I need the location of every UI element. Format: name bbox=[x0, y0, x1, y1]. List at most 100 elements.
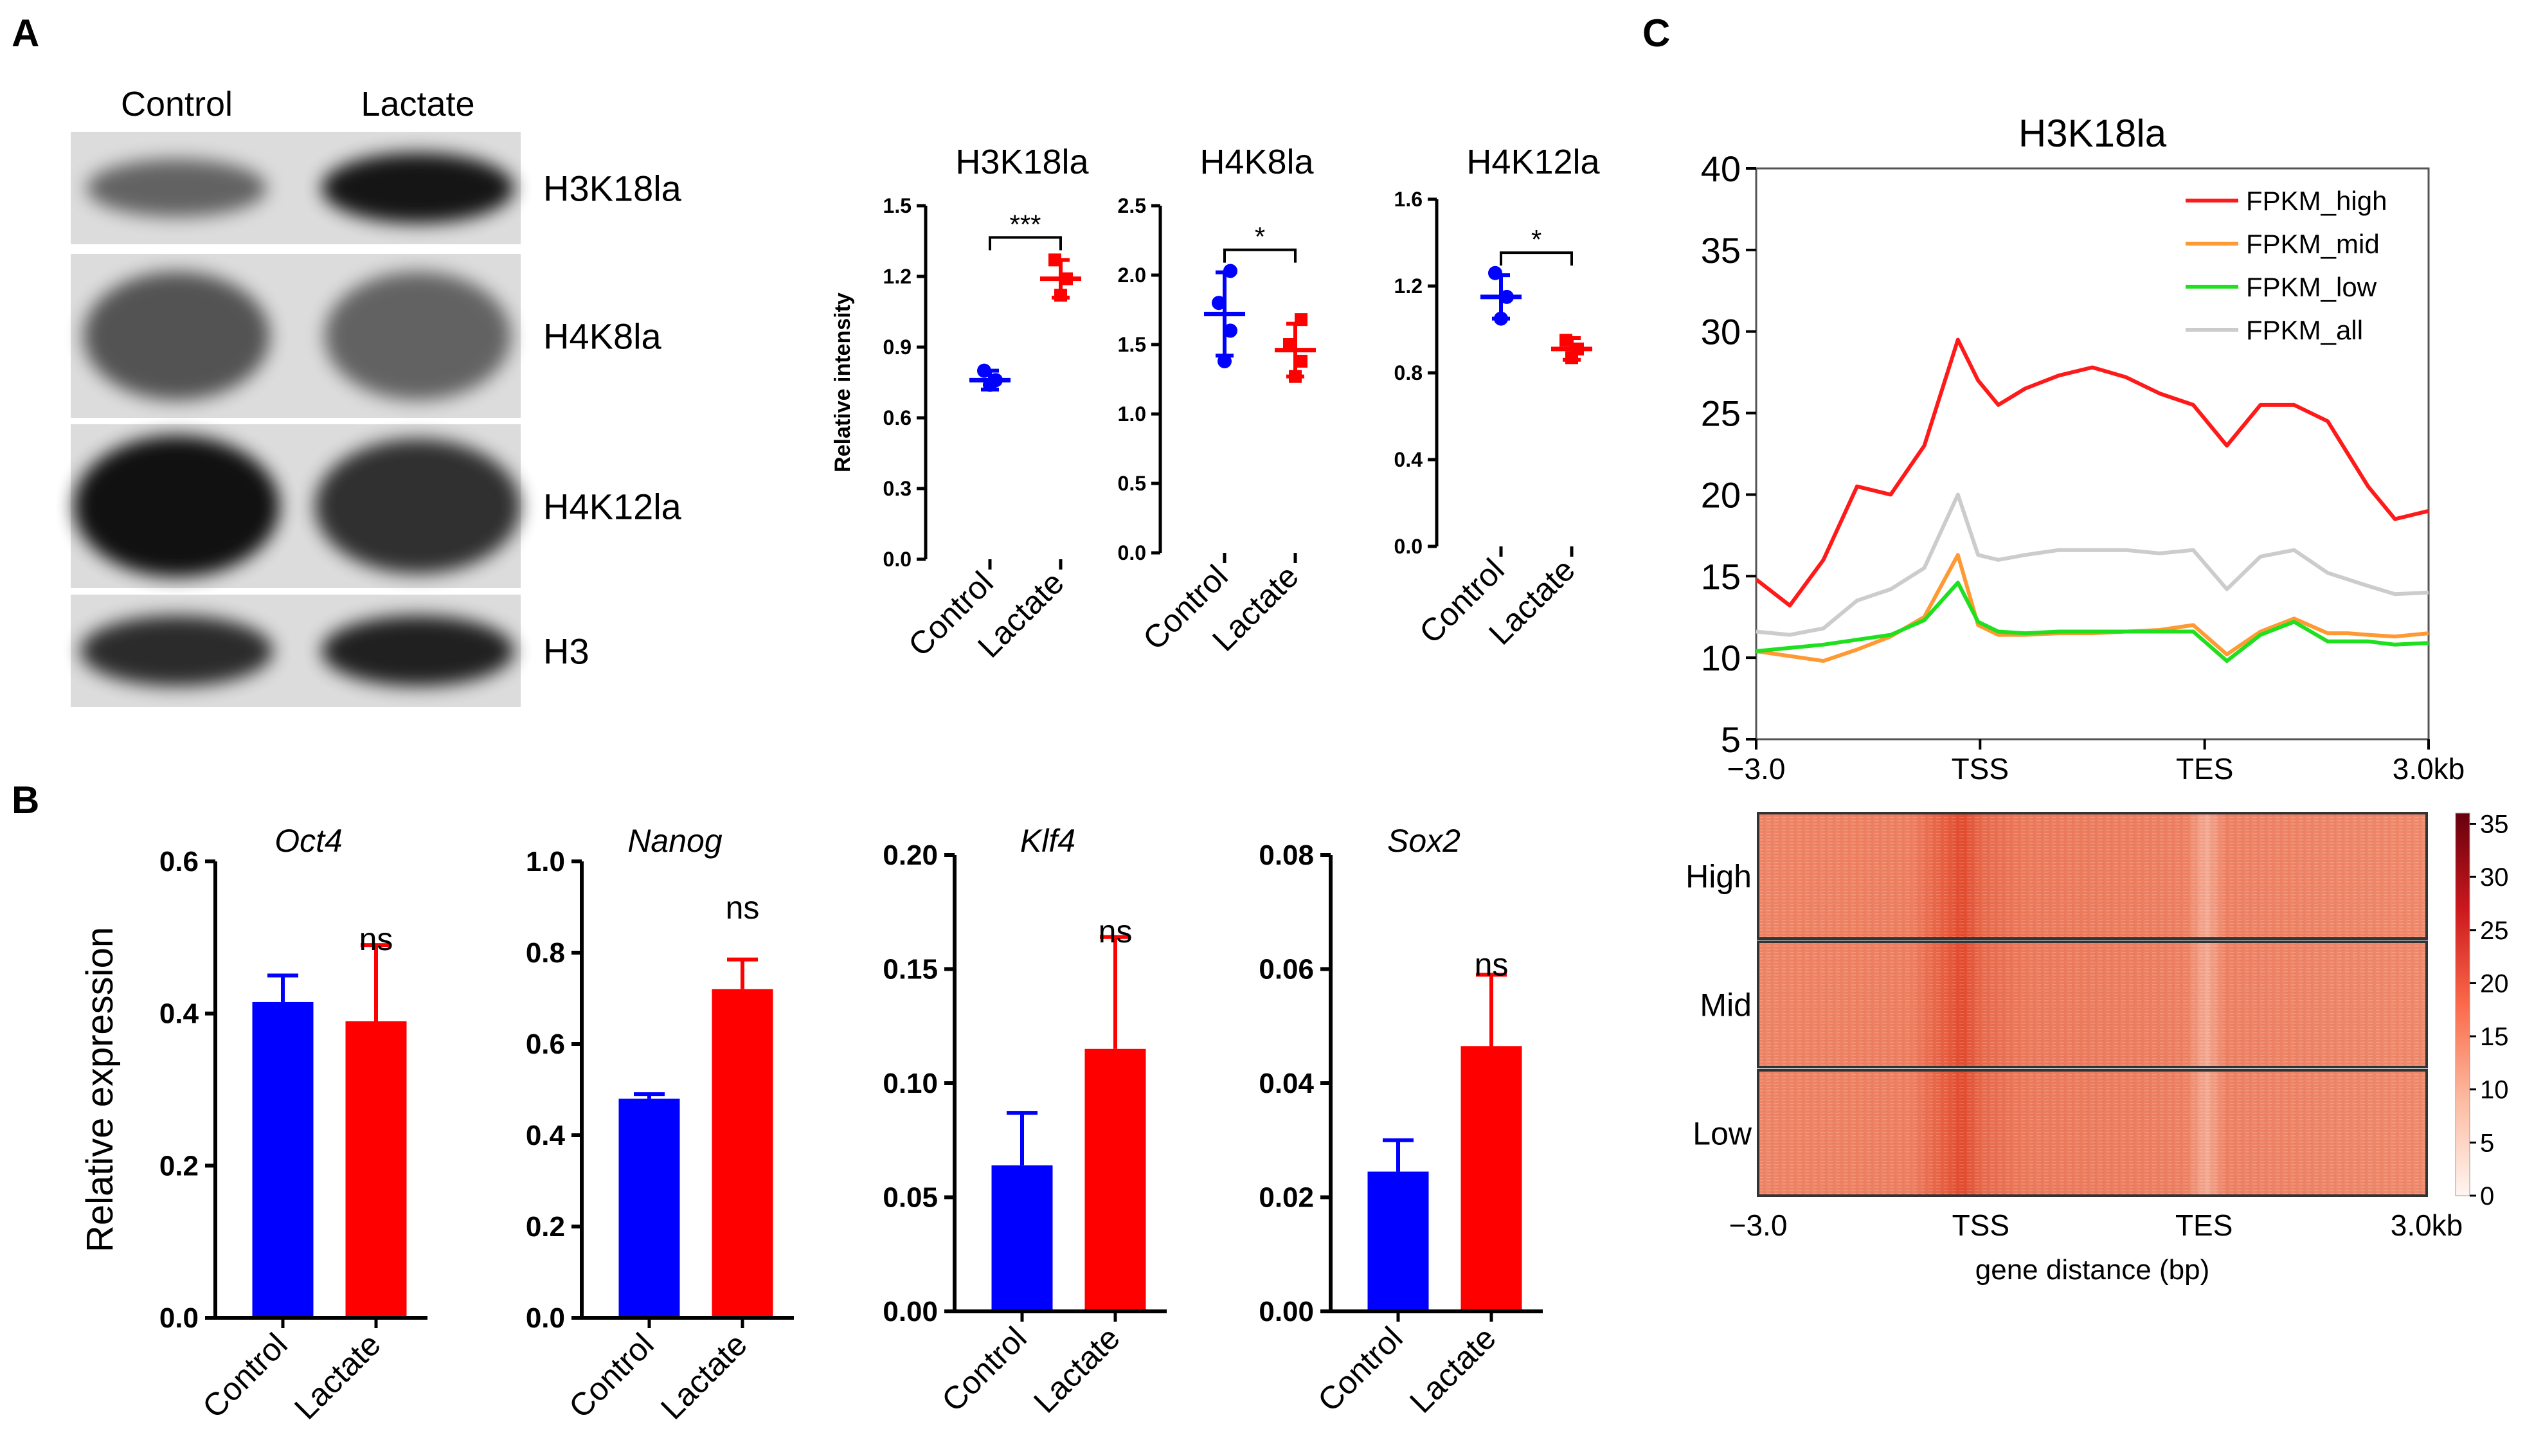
y-tick-label: 0.00 bbox=[1259, 1296, 1314, 1327]
significance-label: *** bbox=[1009, 209, 1041, 239]
data-point bbox=[1559, 334, 1572, 347]
dot-plot-h3k18la: H3K18la 0.0 0.3 0.6 0.9 1.2 1.5 Relative intens… bbox=[831, 143, 1090, 665]
significance-bracket bbox=[989, 236, 1062, 251]
x-tick-label: −3.0 bbox=[1727, 752, 1786, 786]
significance-bracket bbox=[1223, 248, 1297, 263]
panel-label-c: C bbox=[1642, 12, 1670, 55]
series-line-fpkm-high bbox=[1755, 337, 2429, 607]
chart-title: H3K18la bbox=[955, 143, 1089, 181]
x-tick-label: Control bbox=[562, 1326, 661, 1425]
group-label: High bbox=[1685, 859, 1752, 895]
x-tick-label: Lactate bbox=[287, 1326, 388, 1426]
blot-band-lactate bbox=[321, 615, 514, 687]
y-tick-label: 0.05 bbox=[883, 1182, 938, 1214]
y-tick-label: 0.4 bbox=[526, 1120, 566, 1151]
colorbar-tick-label: 5 bbox=[2480, 1129, 2494, 1157]
blot-band-lactate bbox=[321, 152, 514, 224]
y-tick-label: 0.0 bbox=[159, 1302, 199, 1334]
scatter-charts: H3K18la 0.0 0.3 0.6 0.9 1.2 1.5 Relative intens… bbox=[831, 143, 1601, 665]
bar-lactate bbox=[712, 989, 773, 1318]
y-tick-label: 1.0 bbox=[1118, 402, 1146, 426]
heatmap-texture bbox=[1758, 813, 2427, 939]
bar-control bbox=[1367, 1171, 1429, 1311]
y-tick-label: 0.5 bbox=[1118, 472, 1146, 495]
x-tick-label: Lactate bbox=[1027, 1320, 1127, 1420]
data-point bbox=[1494, 311, 1508, 326]
bar-control bbox=[991, 1165, 1053, 1311]
data-point bbox=[1048, 253, 1061, 267]
y-tick-label: 35 bbox=[1701, 230, 1741, 271]
x-tick-label: TSS bbox=[1952, 1209, 2009, 1242]
series-line-fpkm-all bbox=[1756, 492, 2429, 637]
y-tick-label: 0.0 bbox=[1118, 541, 1146, 564]
colorbar-tick-label: 25 bbox=[2480, 917, 2509, 945]
y-axis-label: Relative expression bbox=[79, 927, 121, 1252]
blot-band-control bbox=[84, 271, 270, 400]
blot-column-label: Lactate bbox=[361, 85, 474, 123]
significance-label: ns bbox=[1099, 913, 1133, 949]
heatmap-texture bbox=[1758, 942, 2427, 1067]
x-tick-label: TSS bbox=[1952, 752, 2009, 786]
data-point bbox=[1218, 354, 1232, 368]
series-control bbox=[1480, 265, 1522, 326]
data-point bbox=[1295, 313, 1307, 327]
series-lactate bbox=[1275, 313, 1316, 383]
y-tick-label: 1.5 bbox=[883, 194, 912, 217]
series-control bbox=[969, 363, 1011, 392]
blot-column-label: Control bbox=[121, 85, 233, 123]
group-label: Mid bbox=[1700, 987, 1752, 1023]
significance-label: * bbox=[1531, 224, 1541, 255]
series-line-fpkm-low bbox=[1756, 580, 2429, 663]
y-tick-label: 0.3 bbox=[883, 477, 912, 500]
heatmap-frame bbox=[1757, 940, 2428, 1068]
bar-control bbox=[618, 1099, 680, 1318]
bar-lactate bbox=[1084, 1048, 1146, 1311]
x-tick-label: Lactate bbox=[1403, 1320, 1503, 1420]
blot-band-control bbox=[87, 159, 267, 217]
y-tick-label: 0.06 bbox=[1259, 954, 1314, 985]
y-tick-label: 5 bbox=[1721, 719, 1741, 760]
x-tick-label: 3.0kb bbox=[2393, 752, 2465, 786]
y-tick-label: 0.0 bbox=[1394, 535, 1423, 558]
y-tick-label: 10 bbox=[1701, 638, 1741, 678]
y-tick-label: 40 bbox=[1701, 148, 1741, 189]
x-tick-label: Control bbox=[935, 1320, 1034, 1419]
significance-label: ns bbox=[359, 921, 393, 957]
blot-row-label: H3K18la bbox=[543, 168, 682, 209]
colorbar-tick-label: 0 bbox=[2480, 1182, 2494, 1210]
panel-label-a: A bbox=[12, 12, 39, 55]
heatmap-frame bbox=[1757, 812, 2428, 940]
blot-strip-h4k8la bbox=[71, 254, 521, 418]
group-label: Low bbox=[1693, 1116, 1752, 1152]
y-tick-label: 0.08 bbox=[1259, 840, 1314, 871]
y-tick-label: 0.8 bbox=[1394, 361, 1423, 384]
blot-band-control bbox=[80, 615, 273, 687]
data-point bbox=[1212, 296, 1226, 310]
y-tick-label: 0.6 bbox=[883, 406, 912, 429]
blot-strip-h3k18la bbox=[71, 132, 521, 244]
heatmap-frame bbox=[1757, 1069, 2428, 1197]
y-tick-label: 0.15 bbox=[883, 954, 938, 985]
blot-band-lactate bbox=[315, 438, 521, 574]
chart-title: Nanog bbox=[627, 823, 723, 859]
data-point bbox=[1500, 289, 1514, 304]
y-tick-label: 0.2 bbox=[159, 1150, 199, 1182]
y-tick-label: 15 bbox=[1701, 556, 1741, 597]
significance-label: * bbox=[1255, 222, 1265, 252]
y-tick-label: 0.0 bbox=[883, 548, 912, 571]
blot-strip-h3 bbox=[71, 595, 521, 707]
y-tick-label: 2.5 bbox=[1118, 194, 1146, 217]
western-blot: Control Lactate H3K18la H4K8la H4K12la H3 bbox=[71, 85, 682, 707]
y-tick-label: 0.2 bbox=[526, 1211, 565, 1243]
y-tick-label: 1.0 bbox=[526, 846, 565, 877]
heatmap-block-mid bbox=[1757, 940, 2428, 1068]
y-tick-label: 0.6 bbox=[159, 846, 199, 877]
y-axis-label: Relative intensity bbox=[831, 292, 855, 472]
profile-heatmap: High Mid Low −3.0 TSS TES 3.0kb gene distance (… bbox=[1685, 811, 2508, 1286]
y-tick-label: 0.00 bbox=[883, 1296, 938, 1327]
